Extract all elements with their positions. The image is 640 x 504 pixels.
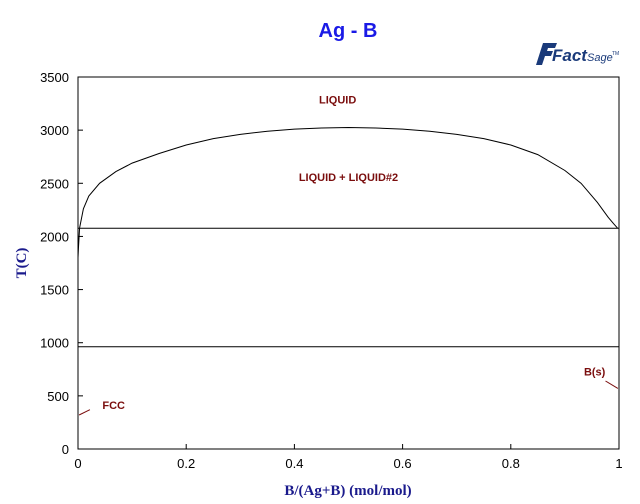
x-tick-label: 0: [74, 456, 81, 471]
x-axis-label: B/(Ag+B) (mol/mol): [284, 483, 411, 499]
x-tick-label: 0.4: [285, 456, 303, 471]
y-tick-label: 0: [62, 442, 69, 457]
phase-boundary-line: [79, 126, 618, 229]
logo-sub-text: Sage: [587, 52, 613, 64]
y-axis-ticks: 0 500 1000 1500 2000 2500 3000 3500: [40, 70, 83, 457]
logo-main-text: Fact: [552, 46, 588, 65]
phase-labels: LIQUID LIQUID + LIQUID#2 FCC B(s): [78, 95, 619, 416]
y-tick-label: 1000: [40, 336, 69, 351]
logo-f-glyph: [536, 43, 557, 65]
plot-area-frame: [77, 76, 620, 450]
factsage-logo: Fact Sage TM: [536, 43, 619, 65]
phase-boundary-line: [77, 227, 81, 258]
x-tick-label: 0.6: [394, 456, 412, 471]
phase-label: LIQUID: [319, 95, 356, 107]
logo-tm-text: TM: [612, 51, 619, 57]
phase-label-leader: [605, 380, 619, 389]
x-tick-label: 0.2: [177, 456, 195, 471]
x-tick-label: 0.8: [502, 456, 520, 471]
phase-label: B(s): [584, 367, 606, 379]
phase-label: FCC: [102, 400, 125, 412]
phase-label-leader: [78, 409, 91, 416]
y-axis-label: T(C): [14, 248, 30, 279]
y-tick-label: 2500: [40, 176, 69, 191]
y-tick-label: 500: [47, 389, 69, 404]
x-tick-label: 1: [615, 456, 622, 471]
y-tick-label: 3500: [40, 70, 69, 85]
phase-boundaries: [77, 126, 619, 348]
phase-label: LIQUID + LIQUID#2: [299, 172, 398, 184]
y-tick-label: 2000: [40, 229, 69, 244]
x-axis-ticks: 0 0.2 0.4 0.6 0.8 1: [74, 444, 623, 471]
chart-title: Ag - B: [319, 20, 378, 42]
y-tick-label: 1500: [40, 283, 69, 298]
y-tick-label: 3000: [40, 123, 69, 138]
